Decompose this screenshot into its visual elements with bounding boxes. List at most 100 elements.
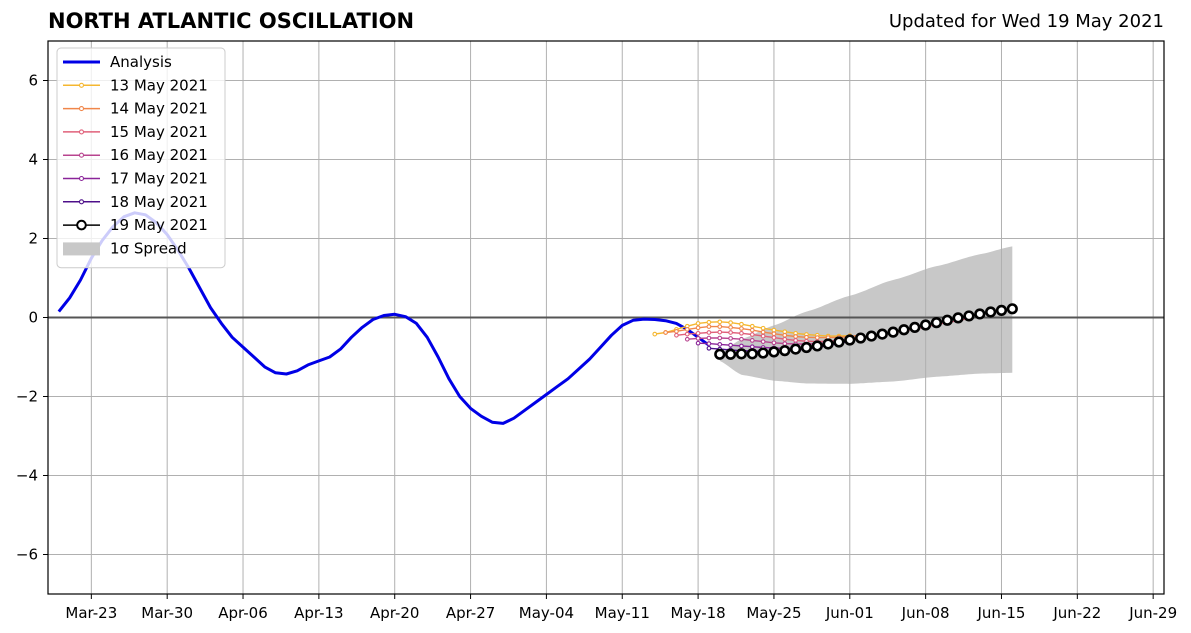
x-tick-label: Apr-06 xyxy=(218,604,268,622)
legend-label: 13 May 2021 xyxy=(110,76,208,94)
x-tick-label: Mar-30 xyxy=(141,604,193,622)
data-point xyxy=(749,344,755,350)
axes-layer: Mar-23 Mar-30 Apr-06 Apr-13 Apr-20 Apr-27 May-… xyxy=(16,40,1177,622)
data-point xyxy=(739,321,744,327)
data-point xyxy=(941,314,953,326)
data-point xyxy=(706,330,712,335)
legend-marker xyxy=(78,199,85,205)
legend-marker xyxy=(78,175,85,182)
legend-label: 17 May 2021 xyxy=(110,170,208,188)
y-tick-label: −2 xyxy=(16,388,38,406)
data-point xyxy=(782,341,788,346)
y-tick-label: 2 xyxy=(28,230,38,248)
data-point xyxy=(822,338,834,350)
data-point xyxy=(793,334,798,339)
x-tick-label: Apr-20 xyxy=(370,604,420,622)
data-point xyxy=(735,348,748,360)
chart-title: NORTH ATLANTIC OSCILLATION xyxy=(48,9,415,33)
data-point xyxy=(749,338,755,343)
series-19-may-2021 xyxy=(714,303,1018,360)
x-tick-label: Mar-23 xyxy=(65,604,117,622)
data-point xyxy=(706,319,712,325)
data-point xyxy=(684,327,690,332)
data-point xyxy=(663,330,668,335)
x-tick-label: Apr-13 xyxy=(294,604,344,622)
data-point xyxy=(706,335,712,341)
x-tick-label: Jun-22 xyxy=(1052,604,1101,622)
data-point xyxy=(963,310,975,322)
data-point xyxy=(725,348,737,360)
legend-label: 14 May 2021 xyxy=(110,100,208,118)
data-point xyxy=(898,324,910,336)
x-tick-label: May-11 xyxy=(595,604,650,622)
data-point xyxy=(695,340,701,346)
x-tick-label: Apr-27 xyxy=(446,604,496,622)
legend-marker xyxy=(78,82,85,88)
legend-item: 15 May 2021 xyxy=(63,123,208,141)
legend-label: 1σ Spread xyxy=(110,239,187,257)
data-point xyxy=(790,343,802,355)
plot-frame xyxy=(47,40,1165,595)
data-point xyxy=(974,308,986,320)
data-point xyxy=(995,304,1008,316)
data-point xyxy=(717,335,723,341)
data-point xyxy=(695,325,701,331)
data-point xyxy=(739,343,744,349)
legend-item: 17 May 2021 xyxy=(63,170,208,188)
data-point xyxy=(760,329,766,335)
data-point xyxy=(800,341,813,354)
data-point xyxy=(728,325,733,330)
data-point xyxy=(674,328,679,334)
legend-label: 16 May 2021 xyxy=(110,146,208,164)
y-tick-label: −4 xyxy=(16,467,38,485)
legend-item: 19 May 2021 xyxy=(63,216,208,234)
x-tick-label: Jun-29 xyxy=(1128,604,1177,622)
data-point xyxy=(952,312,964,324)
data-point xyxy=(728,320,733,325)
legend-label: 19 May 2021 xyxy=(110,216,208,234)
legend-item: 13 May 2021 xyxy=(63,76,208,94)
data-point xyxy=(739,336,744,342)
legend-marker xyxy=(78,106,85,112)
data-point xyxy=(804,334,809,340)
data-point xyxy=(1006,303,1018,315)
series-layer xyxy=(57,211,1018,425)
data-point xyxy=(909,321,921,333)
data-point xyxy=(814,335,820,340)
legend-item: 1σ Spread xyxy=(63,239,187,257)
data-point xyxy=(695,336,701,341)
data-point xyxy=(920,319,932,331)
data-point xyxy=(695,330,701,336)
data-point xyxy=(749,323,755,329)
legend-item: 16 May 2021 xyxy=(63,146,208,164)
y-tick-label: −6 xyxy=(16,546,38,564)
data-point xyxy=(760,325,766,331)
data-point xyxy=(684,336,690,342)
data-point xyxy=(779,345,791,357)
legend-item: 14 May 2021 xyxy=(63,100,208,118)
data-point xyxy=(739,330,744,336)
data-point xyxy=(771,340,777,346)
data-point xyxy=(652,331,658,337)
data-point xyxy=(674,332,679,338)
data-point xyxy=(887,326,899,338)
data-point xyxy=(876,328,888,340)
data-point xyxy=(695,321,701,326)
data-point xyxy=(717,329,723,335)
data-point xyxy=(844,334,856,346)
legend-box xyxy=(56,47,226,269)
data-point xyxy=(728,336,733,341)
x-tick-label: May-25 xyxy=(746,604,801,622)
legend: Analysis 13 May 2021 14 May 2021 15 May 202… xyxy=(56,47,226,269)
data-point xyxy=(739,326,744,331)
chart-subtitle: Updated for Wed 19 May 2021 xyxy=(888,11,1164,32)
y-tick-label: 6 xyxy=(28,72,38,90)
data-point xyxy=(749,327,755,333)
data-point xyxy=(706,341,712,346)
x-tick-label: Jun-08 xyxy=(901,604,950,622)
x-tick-label: May-18 xyxy=(670,604,725,622)
data-point xyxy=(833,336,845,348)
data-point xyxy=(757,347,769,359)
y-tick-label: 0 xyxy=(28,309,38,327)
